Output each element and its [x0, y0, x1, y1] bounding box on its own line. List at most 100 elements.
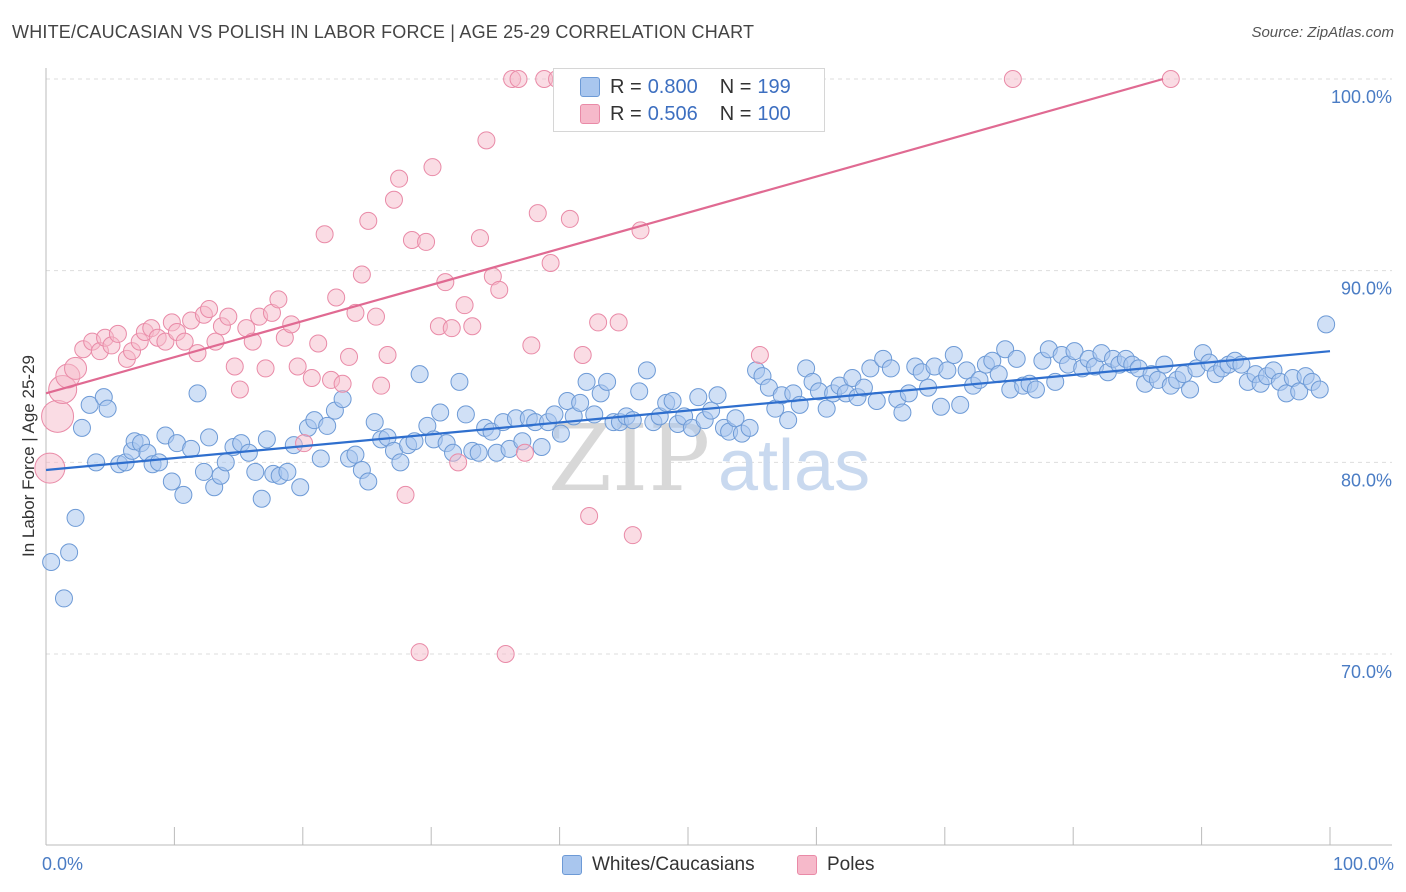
poles-point: [340, 347, 359, 366]
whites-point: [162, 472, 181, 491]
whites-point: [200, 428, 219, 447]
whites-point: [689, 388, 708, 407]
whites-point: [98, 399, 117, 418]
poles-point: [417, 232, 436, 251]
trend-lines: [45, 77, 1331, 472]
legend-swatch-poles: [580, 104, 600, 124]
poles-point: [455, 296, 474, 315]
whites-point: [469, 443, 488, 462]
whites-point: [365, 413, 384, 432]
whites-point: [1317, 315, 1336, 334]
poles-point: [1003, 70, 1022, 88]
whites-point: [318, 416, 337, 435]
bottom-legend-whites[interactable]: Whites/Caucasians: [562, 852, 755, 878]
whites-point: [899, 384, 918, 403]
whites-point: [970, 370, 989, 389]
whites-point: [708, 386, 727, 405]
y-tick-label: 70.0%: [1341, 662, 1392, 682]
poles-point: [410, 643, 429, 662]
legend-r-label: R =: [610, 102, 642, 125]
y-tick-label: 80.0%: [1341, 470, 1392, 490]
whites-point: [854, 378, 873, 397]
poles-point: [423, 158, 442, 177]
whites-point: [817, 399, 836, 418]
whites-point: [246, 462, 265, 481]
poles-point: [390, 169, 409, 188]
source-credit: Source: ZipAtlas.com: [1251, 24, 1394, 41]
whites-point: [996, 340, 1015, 359]
whites-point: [545, 405, 564, 424]
whites-point: [702, 401, 721, 420]
poles-point: [372, 376, 391, 395]
poles-point: [522, 336, 541, 355]
bottom-legend-swatch-poles: [797, 855, 817, 875]
poles-point: [560, 209, 579, 228]
whites-point: [182, 439, 201, 458]
legend-row-whites: R = 0.800 N = 199: [580, 74, 791, 100]
poles-point: [496, 645, 515, 663]
whites-point: [861, 359, 880, 378]
legend-r-value: 0.506: [647, 102, 698, 125]
poles-point: [359, 211, 378, 230]
poles-point: [225, 357, 244, 376]
poles-point: [509, 70, 528, 88]
poles-point: [463, 317, 482, 336]
whites-point: [1181, 380, 1200, 399]
whites-point: [1310, 380, 1329, 399]
poles-point: [327, 288, 346, 307]
series-whites-points: [42, 315, 1336, 608]
whites-point: [726, 409, 745, 428]
whites-point: [1065, 342, 1084, 361]
y-tick-label: 100.0%: [1331, 87, 1392, 107]
whites-point: [87, 453, 106, 472]
whites-point: [630, 382, 649, 401]
poles-point: [750, 346, 769, 364]
poles-point: [256, 359, 275, 378]
whites-point: [80, 395, 99, 414]
whites-trend-line: [45, 350, 1331, 472]
bottom-legend-label-whites: Whites/Caucasians: [592, 854, 755, 875]
poles-point: [449, 453, 468, 472]
poles-point: [396, 485, 415, 504]
poles-point: [436, 273, 455, 292]
x-tick-label: 0.0%: [42, 854, 83, 874]
legend-row-poles: R = 0.506 N = 100: [580, 101, 791, 127]
whites-point: [532, 438, 551, 456]
whites-point: [311, 449, 330, 468]
whites-point: [54, 589, 73, 608]
whites-point: [333, 390, 352, 409]
poles-point: [515, 443, 534, 462]
poles-point: [302, 369, 321, 387]
y-axis-label: In Labor Force | Age 25-29: [19, 355, 38, 557]
poles-point: [589, 313, 608, 332]
whites-point: [359, 472, 378, 491]
poles-point: [219, 307, 238, 326]
whites-point: [637, 361, 656, 380]
legend-n-value: 100: [757, 102, 791, 125]
poles-point: [200, 300, 219, 318]
whites-point: [551, 424, 570, 443]
whites-point: [740, 418, 759, 437]
bottom-legend-swatch-whites: [562, 855, 582, 875]
bottom-legend-poles[interactable]: Poles: [797, 852, 875, 878]
poles-point: [315, 225, 334, 244]
whites-point: [598, 372, 617, 391]
chart-title: WHITE/CAUCASIAN VS POLISH IN LABOR FORCE…: [12, 22, 755, 42]
poles-point: [175, 332, 194, 351]
legend-r-value: 0.800: [647, 75, 698, 98]
poles-point: [580, 507, 599, 525]
whites-point: [989, 365, 1008, 384]
poles-point: [288, 357, 307, 376]
whites-point: [456, 405, 475, 424]
whites-point: [931, 397, 950, 416]
y-tick-label: 90.0%: [1341, 279, 1392, 299]
whites-point: [410, 365, 429, 384]
whites-point: [1026, 380, 1045, 399]
poles-point: [573, 346, 592, 364]
whites-point: [663, 392, 682, 410]
poles-point: [477, 131, 496, 150]
poles-point: [490, 280, 509, 299]
whites-point: [893, 403, 912, 422]
whites-point: [881, 359, 900, 378]
